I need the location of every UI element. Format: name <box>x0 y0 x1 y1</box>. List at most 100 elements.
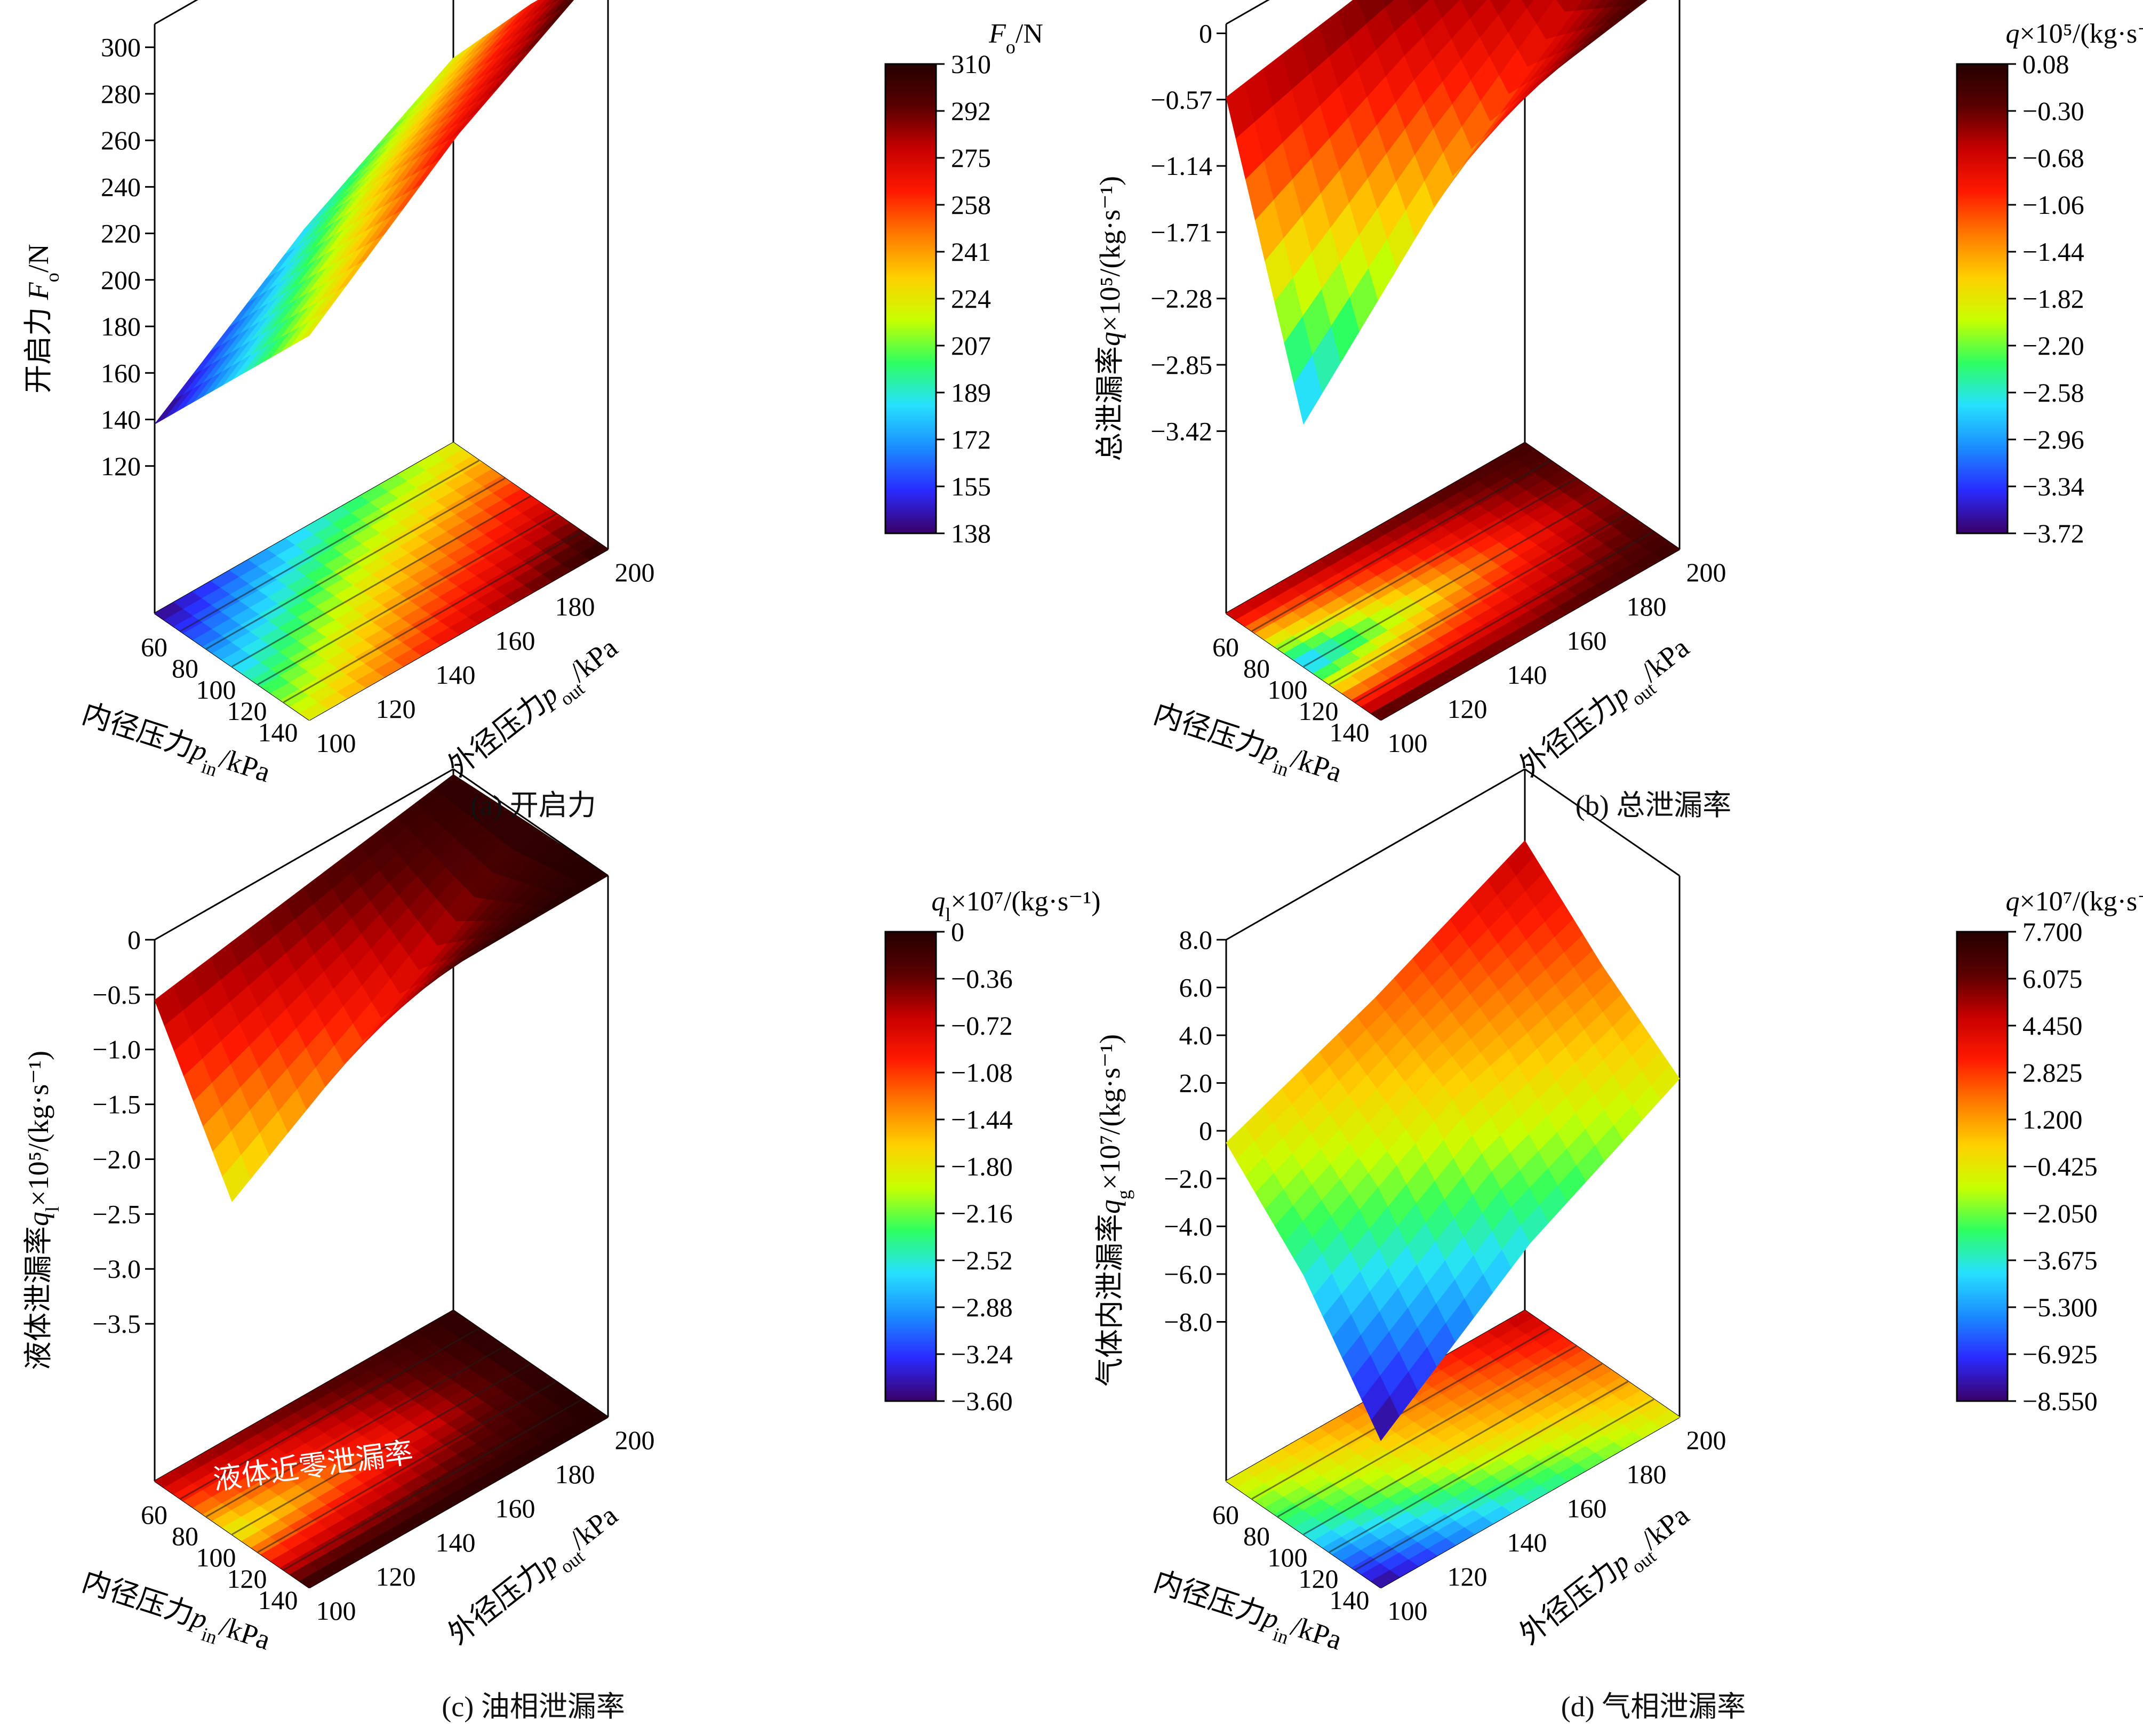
colorbar-tick-label: −2.58 <box>2022 378 2084 407</box>
caption-a: (a) 开启力 <box>470 789 596 821</box>
y-tick-label: 160 <box>1567 626 1607 655</box>
x-tick-label: 140 <box>1330 717 1370 747</box>
panel-b: 0 −0.57 −1.14 −1.71 −2.28 −2.85 −3.42 总泄漏率q×10⁵… <box>1072 0 2143 868</box>
colorbar-tick-label: 0.08 <box>2022 49 2069 79</box>
z-tick-label: −4.0 <box>1164 1211 1212 1241</box>
z-tick-label: −1.5 <box>92 1090 141 1119</box>
y-tick-label: 140 <box>436 1527 476 1557</box>
z-axis-label: 液体泄漏率ql×10⁵/(kg·s⁻¹) <box>22 1051 63 1370</box>
chart-d: 8.0 6.0 4.0 2.0 0 −2.0 −4.0 −6.0 −8.0 气体内泄漏率qg×10… <box>1094 768 2143 1656</box>
z-tick-label: 240 <box>101 172 141 202</box>
colorbar-tick-label: −3.24 <box>951 1339 1013 1369</box>
colorbar-tick-label: −3.34 <box>2022 471 2084 501</box>
colorbar-title: Fo/N <box>988 19 1043 58</box>
colorbar-tick-label: 2.825 <box>2022 1058 2083 1087</box>
surface-a <box>154 0 574 425</box>
plot-d: 8.0 6.0 4.0 2.0 0 −2.0 −4.0 −6.0 −8.0 气体内泄漏率qg×10… <box>1094 768 1726 1656</box>
z-tick-label: 120 <box>101 451 141 481</box>
caption-c: (c) 油相泄漏率 <box>442 1691 625 1723</box>
y-tick-label: 100 <box>1388 728 1428 758</box>
colorbar-tick-label: −1.82 <box>2022 284 2084 314</box>
colorbar-tick-label: 155 <box>951 471 991 501</box>
y-tick-label: 160 <box>1567 1493 1607 1523</box>
z-tick-label: 0 <box>1199 1116 1212 1146</box>
y-tick-label: 120 <box>1448 694 1488 724</box>
z-tick-label: −2.0 <box>1164 1164 1212 1194</box>
x-tick-label: 100 <box>196 1542 236 1572</box>
colorbar-d: 7.700 6.075 4.450 2.825 1.200 −0.425 −2.050 −3.… <box>1956 886 2143 1416</box>
x-tick-label: 80 <box>1243 1521 1270 1551</box>
x-tick-label: 60 <box>141 1500 167 1530</box>
y-tick-label: 200 <box>615 1425 655 1455</box>
surface-d <box>1226 840 1680 1441</box>
z-tick-label: 300 <box>101 33 141 62</box>
z-axis-label: 开启力 Fo/N <box>22 244 63 394</box>
y-tick-label: 120 <box>1448 1562 1488 1591</box>
y-axis-label: 外径压力pout/kPa <box>1514 631 1700 790</box>
x-tick-label: 140 <box>1330 1585 1370 1615</box>
colorbar-tick-label: 0 <box>951 917 964 947</box>
y-axis-label: 外径压力pout/kPa <box>442 631 629 790</box>
colorbar-tick-label: −2.52 <box>951 1245 1013 1275</box>
z-tick-label: 280 <box>101 79 141 109</box>
y-tick-label: 120 <box>376 1562 416 1591</box>
colorbar-c: 0 −0.36 −0.72 −1.08 −1.44 −1.80 −2.16 −2.52 −2.8… <box>884 886 1101 1416</box>
x-tick-label: 60 <box>141 632 167 662</box>
colorbar-tick-label: −5.300 <box>2022 1292 2098 1322</box>
panel-c: 0 −0.5 −1.0 −1.5 −2.0 −2.5 −3.0 −3.5 液体泄漏率ql×10⁵… <box>0 768 1101 1736</box>
z-tick-label: 0 <box>1199 18 1212 48</box>
colorbar-tick-label: 4.450 <box>2022 1011 2083 1041</box>
colorbar-tick-label: 310 <box>951 49 991 79</box>
y-tick-label: 140 <box>1507 1527 1547 1557</box>
z-tick-label: −8.0 <box>1164 1307 1212 1337</box>
colorbar-title: q×10⁷/(kg·s⁻¹) <box>2005 886 2143 917</box>
x-tick-label: 60 <box>1212 1500 1239 1530</box>
panel-d: 8.0 6.0 4.0 2.0 0 −2.0 −4.0 −6.0 −8.0 气体内泄漏率qg×10… <box>1072 768 2143 1736</box>
z-tick-label: −1.0 <box>92 1035 141 1065</box>
z-tick-label: −3.42 <box>1150 416 1212 446</box>
colorbar-tick-label: −3.72 <box>2022 518 2084 548</box>
z-tick-label: −2.0 <box>92 1144 141 1174</box>
floor-map-a <box>154 442 609 721</box>
caption-b: (b) 总泄漏率 <box>1575 789 1732 821</box>
colorbar-tick-label: 172 <box>951 425 991 454</box>
colorbar-tick-label: 224 <box>951 284 991 314</box>
z-tick-label: 8.0 <box>1179 925 1213 955</box>
chart-b: 0 −0.57 −1.14 −1.71 −2.28 −2.85 −3.42 总泄漏率q×10⁵… <box>1094 0 2143 790</box>
colorbar-gradient <box>884 63 937 534</box>
x-tick-label: 80 <box>172 653 198 683</box>
colorbar-tick-label: −2.96 <box>2022 425 2084 454</box>
y-tick-label: 120 <box>376 694 416 724</box>
z-tick-label: −2.85 <box>1150 350 1212 380</box>
colorbar-gradient <box>1956 931 2009 1402</box>
colorbar-tick-label: −1.08 <box>951 1058 1013 1087</box>
colorbar-tick-label: 1.200 <box>2022 1105 2083 1134</box>
z-tick-label: 160 <box>101 358 141 388</box>
plot-c: 0 −0.5 −1.0 −1.5 −2.0 −2.5 −3.0 −3.5 液体泄漏率ql×10⁵… <box>22 768 655 1658</box>
colorbar-tick-label: −1.06 <box>2022 190 2084 220</box>
z-tick-label: 180 <box>101 311 141 341</box>
floor-map-c <box>154 1310 609 1588</box>
y-axis-label: 外径压力pout/kPa <box>442 1499 629 1658</box>
colorbar-a: 310 292 275 258 241 224 207 189 172 155 138 Fo/N <box>884 19 1043 548</box>
colorbar-tick-label: −0.425 <box>2022 1151 2098 1181</box>
colorbar-tick-label: 189 <box>951 378 991 407</box>
colorbar-tick-label: 275 <box>951 143 991 173</box>
y-tick-label: 100 <box>316 1596 356 1626</box>
colorbar-tick-label: −0.30 <box>2022 96 2084 126</box>
y-tick-label: 100 <box>316 728 356 758</box>
y-tick-label: 160 <box>495 626 535 655</box>
colorbar-tick-label: −3.60 <box>951 1386 1013 1416</box>
y-tick-label: 180 <box>555 1459 595 1489</box>
y-tick-label: 200 <box>1686 557 1726 587</box>
x-tick-label: 120 <box>227 696 267 726</box>
x-tick-label: 100 <box>196 675 236 705</box>
x-tick-label: 120 <box>227 1564 267 1594</box>
colorbar-title: q×10⁵/(kg·s⁻¹) <box>2005 19 2143 49</box>
z-tick-label: −1.14 <box>1150 151 1212 181</box>
colorbar-tick-label: −1.44 <box>2022 237 2084 267</box>
colorbar-tick-label: −3.675 <box>2022 1245 2098 1275</box>
z-axis-label: 气体内泄漏率qg×10⁷/(kg·s⁻¹) <box>1094 1034 1134 1387</box>
